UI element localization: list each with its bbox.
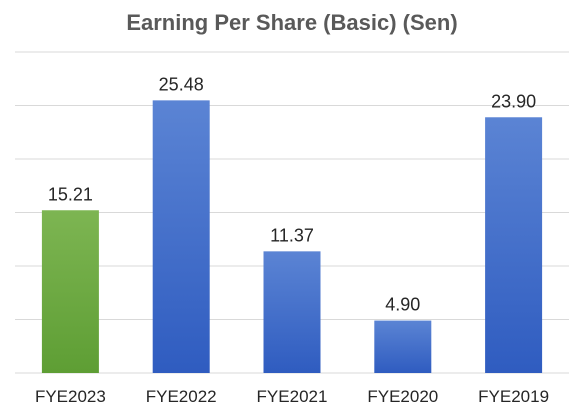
bar-fye2022: [152, 100, 210, 373]
chart-title: Earning Per Share (Basic) (Sen): [126, 10, 458, 35]
value-label-fye2022: 25.48: [159, 74, 204, 94]
category-label-fye2021: FYE2021: [257, 387, 328, 406]
value-label-fye2019: 23.90: [491, 91, 536, 111]
bar-fye2019: [485, 117, 543, 374]
bar-fye2020: [374, 320, 432, 373]
category-label-fye2022: FYE2022: [146, 387, 217, 406]
bar-fye2021: [263, 251, 321, 373]
bars: [41, 100, 543, 374]
value-label-fye2020: 4.90: [385, 295, 420, 315]
value-label-fye2023: 15.21: [48, 184, 93, 204]
category-label-fye2023: FYE2023: [35, 387, 106, 406]
category-label-fye2020: FYE2020: [367, 387, 438, 406]
labels: 15.21 FYE2023 25.48 FYE2022 11.37 FYE2021 4.90…: [35, 74, 549, 406]
value-label-fye2021: 11.37: [270, 225, 314, 245]
category-label-fye2019: FYE2019: [478, 387, 549, 406]
bar-fye2023: [41, 210, 99, 373]
